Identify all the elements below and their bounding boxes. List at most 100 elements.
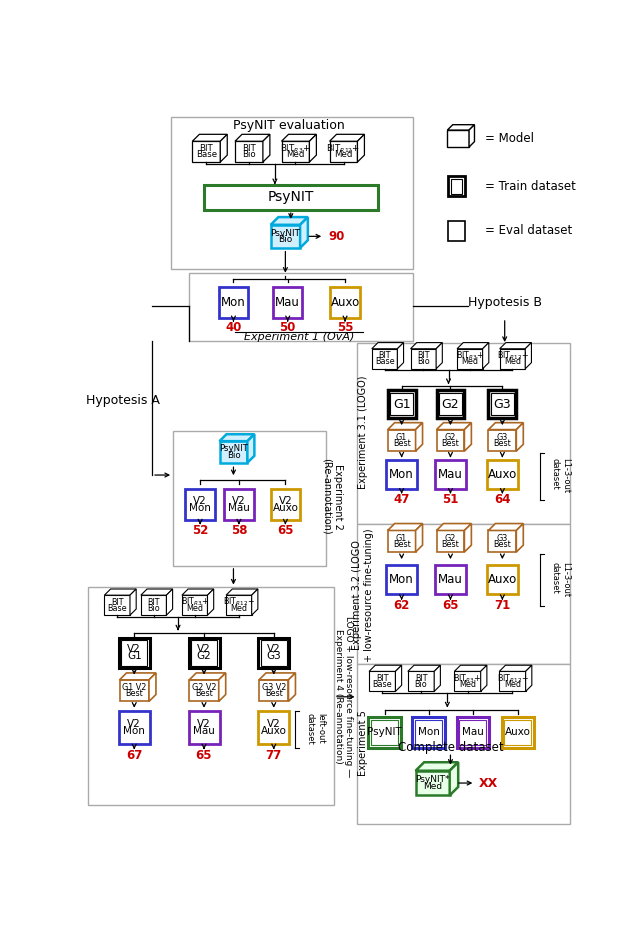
FancyBboxPatch shape <box>415 720 442 745</box>
FancyBboxPatch shape <box>204 185 378 210</box>
Text: G3: G3 <box>493 398 511 411</box>
Text: PsyNIT*: PsyNIT* <box>415 776 450 785</box>
FancyBboxPatch shape <box>487 565 518 594</box>
Text: 52: 52 <box>192 524 208 537</box>
Text: 65: 65 <box>277 524 294 537</box>
Text: Mau: Mau <box>228 503 250 512</box>
FancyBboxPatch shape <box>502 717 534 748</box>
Text: Mon: Mon <box>418 727 440 737</box>
Text: Best: Best <box>195 689 213 698</box>
Text: G2 V2: G2 V2 <box>192 683 216 692</box>
Text: Base: Base <box>372 680 392 689</box>
FancyBboxPatch shape <box>386 459 417 489</box>
Polygon shape <box>465 422 472 451</box>
Polygon shape <box>500 342 531 349</box>
FancyBboxPatch shape <box>122 640 147 666</box>
Polygon shape <box>149 673 156 701</box>
Polygon shape <box>220 434 254 441</box>
Polygon shape <box>436 342 442 369</box>
Polygon shape <box>289 673 296 701</box>
Text: BIT: BIT <box>200 144 213 153</box>
Polygon shape <box>415 771 450 795</box>
Polygon shape <box>457 342 489 349</box>
Polygon shape <box>193 141 220 162</box>
Polygon shape <box>248 434 254 463</box>
Text: BIT$_{R12}$+: BIT$_{R12}$+ <box>497 350 529 362</box>
FancyBboxPatch shape <box>358 524 570 664</box>
Text: Mau: Mau <box>462 727 484 737</box>
Polygon shape <box>259 673 296 680</box>
Text: PsyNIT: PsyNIT <box>367 727 402 737</box>
Text: BIT$_{R12}$+: BIT$_{R12}$+ <box>223 596 255 608</box>
FancyBboxPatch shape <box>460 720 486 745</box>
Text: = Model: = Model <box>484 132 534 145</box>
FancyBboxPatch shape <box>488 391 516 418</box>
Text: V2: V2 <box>278 496 292 506</box>
Polygon shape <box>252 589 258 615</box>
FancyBboxPatch shape <box>273 287 303 318</box>
Text: BIT: BIT <box>378 352 391 360</box>
FancyBboxPatch shape <box>173 432 326 565</box>
Polygon shape <box>166 589 173 615</box>
Text: BIT: BIT <box>417 352 429 360</box>
Polygon shape <box>141 589 173 595</box>
FancyBboxPatch shape <box>388 391 415 418</box>
Text: 65: 65 <box>442 600 459 613</box>
Polygon shape <box>388 530 415 552</box>
Text: V2: V2 <box>127 644 141 655</box>
Text: Best: Best <box>493 439 511 448</box>
Text: Experiment 1 (OvA): Experiment 1 (OvA) <box>244 332 355 342</box>
Polygon shape <box>388 422 422 430</box>
Text: V2: V2 <box>193 496 207 506</box>
Polygon shape <box>465 524 472 552</box>
FancyBboxPatch shape <box>330 287 360 318</box>
Text: LOGO + low-resource fine-tuning —
Experiment 4 (Re-annotation): LOGO + low-resource fine-tuning — Experi… <box>334 617 353 777</box>
FancyBboxPatch shape <box>358 664 570 824</box>
Text: Base: Base <box>196 151 217 159</box>
Text: Med: Med <box>334 151 353 159</box>
Polygon shape <box>516 524 524 552</box>
Polygon shape <box>330 141 358 162</box>
Text: Best: Best <box>442 439 460 448</box>
FancyBboxPatch shape <box>119 711 150 744</box>
Polygon shape <box>500 349 525 369</box>
Polygon shape <box>189 680 219 701</box>
Text: BIT$_{R3}$+: BIT$_{R3}$+ <box>180 596 209 608</box>
Text: V2: V2 <box>197 719 211 729</box>
Text: Auxo: Auxo <box>488 573 517 586</box>
Polygon shape <box>410 342 442 349</box>
Text: Best: Best <box>125 689 143 698</box>
Polygon shape <box>436 524 472 530</box>
Polygon shape <box>397 342 404 369</box>
Text: 47: 47 <box>394 493 410 506</box>
Text: BIT$_{R3}$+: BIT$_{R3}$+ <box>453 672 482 684</box>
Text: Mon: Mon <box>389 468 414 481</box>
Text: Base: Base <box>108 604 127 613</box>
Polygon shape <box>141 595 166 615</box>
Text: Mon: Mon <box>221 296 246 309</box>
Polygon shape <box>271 217 308 225</box>
Polygon shape <box>525 342 531 369</box>
FancyBboxPatch shape <box>88 588 334 804</box>
Polygon shape <box>434 665 440 691</box>
Text: Med: Med <box>286 151 305 159</box>
Polygon shape <box>226 595 252 615</box>
Polygon shape <box>436 422 472 430</box>
Text: Mau: Mau <box>193 726 215 736</box>
Text: G2: G2 <box>442 398 460 411</box>
Text: Best: Best <box>493 539 511 549</box>
Polygon shape <box>226 589 258 595</box>
Polygon shape <box>488 422 524 430</box>
Polygon shape <box>369 665 402 671</box>
Text: PsyNIT: PsyNIT <box>268 190 314 204</box>
Text: 51: 51 <box>442 493 459 506</box>
Polygon shape <box>525 665 532 691</box>
Polygon shape <box>481 665 487 691</box>
Text: Mau: Mau <box>275 296 300 309</box>
Text: G2: G2 <box>196 651 211 661</box>
Text: G1: G1 <box>396 432 407 442</box>
Polygon shape <box>263 134 270 162</box>
Text: BIT$_{R12}$+: BIT$_{R12}$+ <box>497 672 529 684</box>
Polygon shape <box>330 134 364 141</box>
Text: Bio: Bio <box>417 357 429 366</box>
